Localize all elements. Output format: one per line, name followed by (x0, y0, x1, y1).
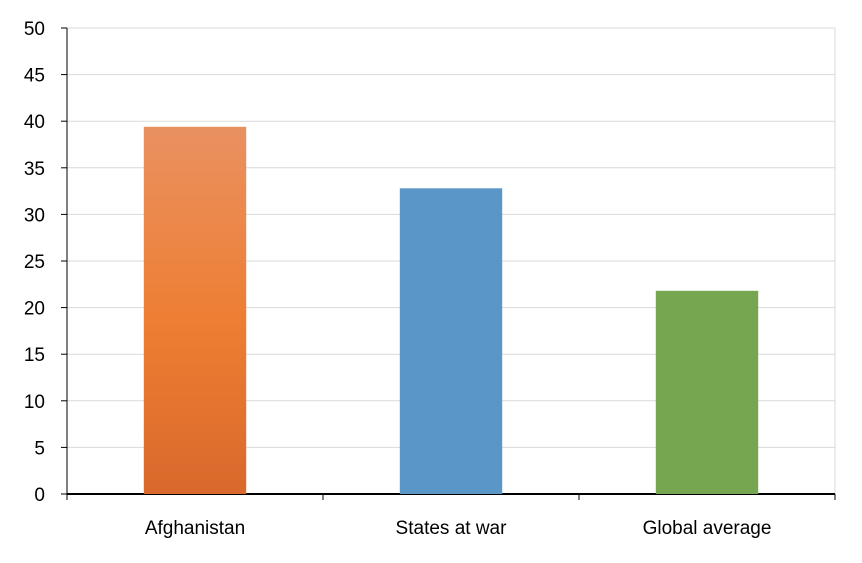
bars (143, 126, 759, 495)
y-tick-label: 10 (24, 392, 45, 413)
y-tick-label: 35 (24, 159, 45, 180)
y-tick-label: 30 (24, 205, 45, 226)
bar-states-at-war (399, 188, 503, 494)
x-category-label: Global average (643, 518, 772, 539)
x-category-label: Afghanistan (145, 518, 245, 539)
bar-global-average (655, 290, 759, 494)
y-tick-label: 25 (24, 252, 45, 273)
y-tick-label: 40 (24, 112, 45, 133)
y-tick-label: 5 (34, 438, 45, 459)
y-tick-label: 0 (34, 485, 45, 506)
x-category-labels: Afghanistan States at war Global average (145, 518, 772, 539)
y-tick-label: 15 (24, 345, 45, 366)
y-tick-label: 50 (24, 19, 45, 40)
bar-afghanistan (143, 126, 247, 495)
y-tick-label: 45 (24, 66, 45, 87)
y-tick-labels: 0 5 10 15 20 25 30 35 40 45 50 (24, 19, 45, 506)
y-tick-label: 20 (24, 299, 45, 320)
x-category-label: States at war (396, 518, 508, 539)
